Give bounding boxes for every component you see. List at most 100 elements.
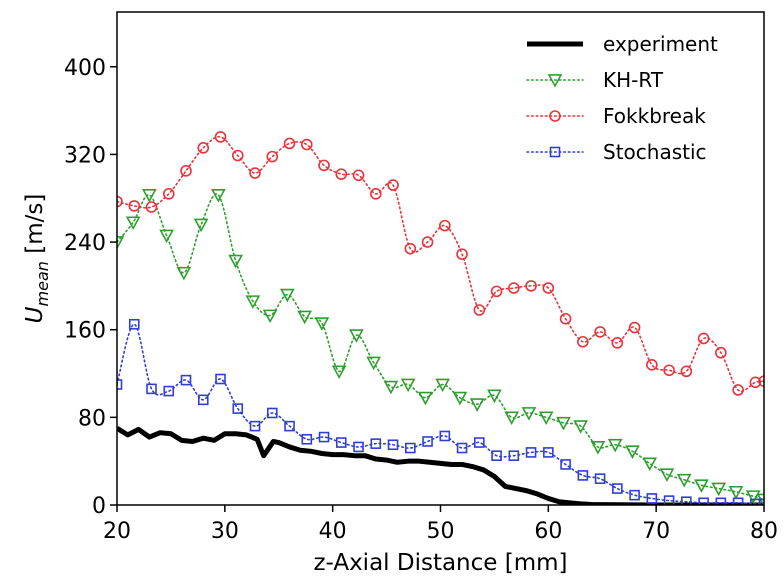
data-point xyxy=(283,137,296,150)
data-point xyxy=(698,497,709,505)
data-point xyxy=(383,380,399,395)
data-point xyxy=(611,337,624,349)
data-point xyxy=(452,391,468,406)
legend: experiment KH-RT Fokkbreak Stochastic xyxy=(526,32,718,164)
x-tick-label: 20 xyxy=(103,519,131,544)
data-point xyxy=(387,179,399,191)
data-point xyxy=(559,312,572,325)
data-point xyxy=(214,131,227,143)
data-point xyxy=(758,498,764,505)
series-line xyxy=(117,193,764,501)
data-point xyxy=(560,459,571,470)
data-point xyxy=(646,358,658,371)
data-point xyxy=(573,420,589,434)
data-point xyxy=(145,201,158,213)
data-point xyxy=(266,407,278,419)
data-point xyxy=(405,442,416,454)
data-point xyxy=(629,489,640,501)
data-point xyxy=(745,490,761,504)
data-point xyxy=(628,321,641,334)
data-point xyxy=(663,364,675,377)
data-point xyxy=(680,365,693,378)
data-point xyxy=(543,447,554,458)
data-point xyxy=(349,329,364,343)
data-point xyxy=(490,285,503,298)
data-point xyxy=(193,218,209,233)
data-point xyxy=(125,216,141,231)
data-point xyxy=(418,391,433,406)
x-tick-label: 50 xyxy=(427,519,455,544)
data-point xyxy=(439,219,451,232)
x-tick-label: 70 xyxy=(642,519,670,544)
data-point xyxy=(749,376,762,389)
data-point xyxy=(162,188,175,200)
x-tick-label: 40 xyxy=(319,519,347,544)
data-point xyxy=(508,450,520,462)
data-point xyxy=(117,379,123,390)
data-point xyxy=(487,389,502,404)
data-point xyxy=(474,437,485,448)
y-tick-label: 80 xyxy=(78,406,106,431)
data-point xyxy=(646,493,658,504)
data-point xyxy=(318,159,330,172)
data-point xyxy=(249,420,261,432)
data-point xyxy=(197,142,210,154)
data-point xyxy=(758,375,764,388)
data-point xyxy=(197,394,209,406)
data-point xyxy=(266,150,279,163)
data-point xyxy=(180,165,192,177)
legend-label: Fokkbreak xyxy=(603,104,706,128)
data-point xyxy=(694,479,709,493)
data-point xyxy=(521,407,537,421)
y-axis-title: Umean [m/s] xyxy=(22,194,52,324)
data-point xyxy=(594,473,606,485)
data-point xyxy=(366,356,381,371)
data-point xyxy=(625,445,640,460)
data-point xyxy=(508,282,520,294)
data-point xyxy=(228,254,243,269)
data-point xyxy=(128,318,140,330)
data-point xyxy=(369,188,382,200)
data-point xyxy=(400,378,416,393)
legend-entry: Stochastic xyxy=(526,140,707,164)
data-point xyxy=(245,295,261,309)
y-axis-title-unit: [m/s] xyxy=(22,194,48,261)
data-point xyxy=(370,438,382,449)
data-point xyxy=(525,280,537,292)
data-point xyxy=(318,431,330,443)
data-point xyxy=(681,496,692,505)
data-point xyxy=(577,470,589,481)
data-point xyxy=(456,248,468,260)
x-tick-label: 60 xyxy=(534,519,562,544)
legend-marker xyxy=(549,110,561,122)
data-point xyxy=(142,189,157,203)
data-point xyxy=(404,242,417,255)
data-point xyxy=(469,398,485,412)
x-axis-title: z-Axial Distance [mm] xyxy=(313,550,567,576)
data-point xyxy=(728,485,744,500)
series-experiment xyxy=(117,426,764,505)
data-point xyxy=(663,495,675,505)
data-point xyxy=(715,346,727,359)
data-point xyxy=(612,483,623,494)
data-point xyxy=(421,236,434,248)
data-point xyxy=(504,411,520,426)
data-point xyxy=(676,473,692,488)
data-point xyxy=(231,149,244,162)
data-point xyxy=(297,310,312,325)
legend-label: KH-RT xyxy=(603,68,664,92)
data-point xyxy=(525,447,537,458)
data-point xyxy=(594,326,606,338)
data-point xyxy=(301,433,313,445)
data-point xyxy=(335,168,348,180)
data-point xyxy=(556,416,571,431)
y-axis-title-main: U xyxy=(22,306,48,323)
data-point xyxy=(335,437,347,448)
data-point xyxy=(280,288,295,303)
data-point xyxy=(331,365,347,380)
y-tick-label: 160 xyxy=(64,319,106,344)
data-point xyxy=(284,420,295,432)
data-point xyxy=(732,497,744,505)
